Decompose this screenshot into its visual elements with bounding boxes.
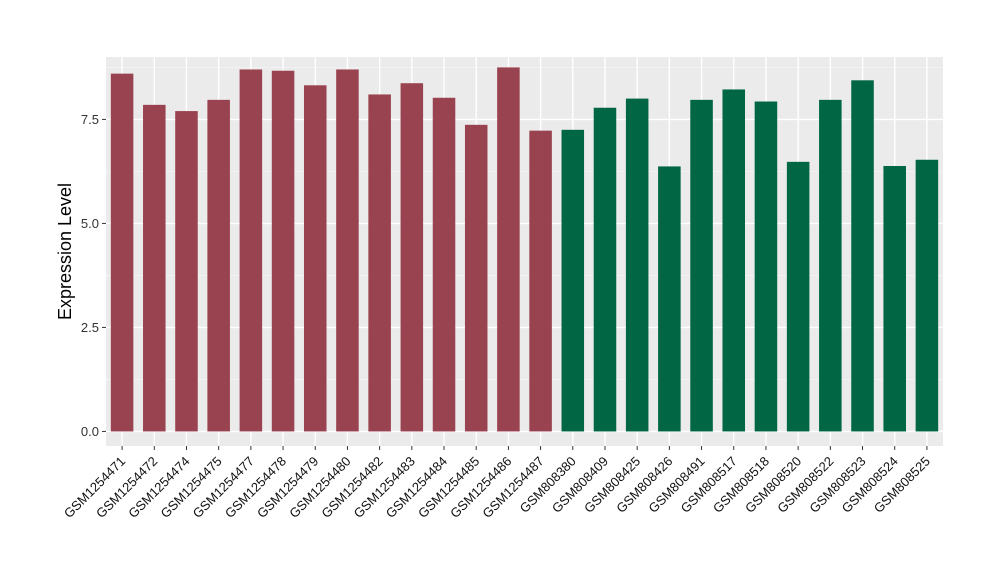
bar-gsm1254472	[143, 104, 166, 432]
bar-gsm1254474	[175, 111, 198, 432]
y-axis: 0.0 2.5 5.0 7.5	[81, 112, 106, 439]
bar-gsm1254486	[497, 67, 520, 432]
y-tick-label: 2.5	[81, 320, 99, 335]
bar-gsm1254484	[432, 97, 456, 432]
bar-gsm808491	[690, 99, 713, 432]
bar-gsm808520	[786, 161, 810, 432]
y-axis-title: Expression Level	[55, 183, 75, 320]
bar-gsm1254485	[464, 124, 488, 432]
bar-gsm808425	[625, 98, 649, 432]
bar-gsm808517	[722, 89, 746, 432]
bar-gsm808524	[883, 166, 906, 432]
bar-gsm1254477	[239, 69, 263, 432]
y-tick-label: 5.0	[81, 216, 99, 231]
bar-gsm1254478	[271, 70, 295, 432]
bar-gsm1254482	[368, 94, 391, 432]
bar-gsm1254480	[336, 69, 359, 432]
bar-gsm1254475	[207, 99, 230, 432]
bar-gsm1254471	[110, 73, 134, 432]
bar-gsm808380	[561, 129, 585, 432]
bar-gsm1254487	[529, 130, 552, 432]
bar-gsm808518	[754, 101, 778, 432]
x-axis: GSM1254471GSM1254472GSM1254474GSM1254475…	[61, 446, 933, 521]
bars-group	[110, 67, 939, 432]
bar-gsm808426	[658, 166, 681, 432]
y-tick-label: 7.5	[81, 112, 99, 127]
bar-gsm808525	[915, 159, 939, 432]
bar-gsm1254483	[400, 83, 424, 432]
bar-gsm808409	[593, 107, 617, 432]
bar-gsm808523	[851, 80, 874, 432]
plot-panel	[106, 57, 943, 446]
y-tick-label: 0.0	[81, 424, 99, 439]
bar-gsm808522	[819, 99, 842, 432]
bar-gsm1254479	[303, 85, 327, 432]
